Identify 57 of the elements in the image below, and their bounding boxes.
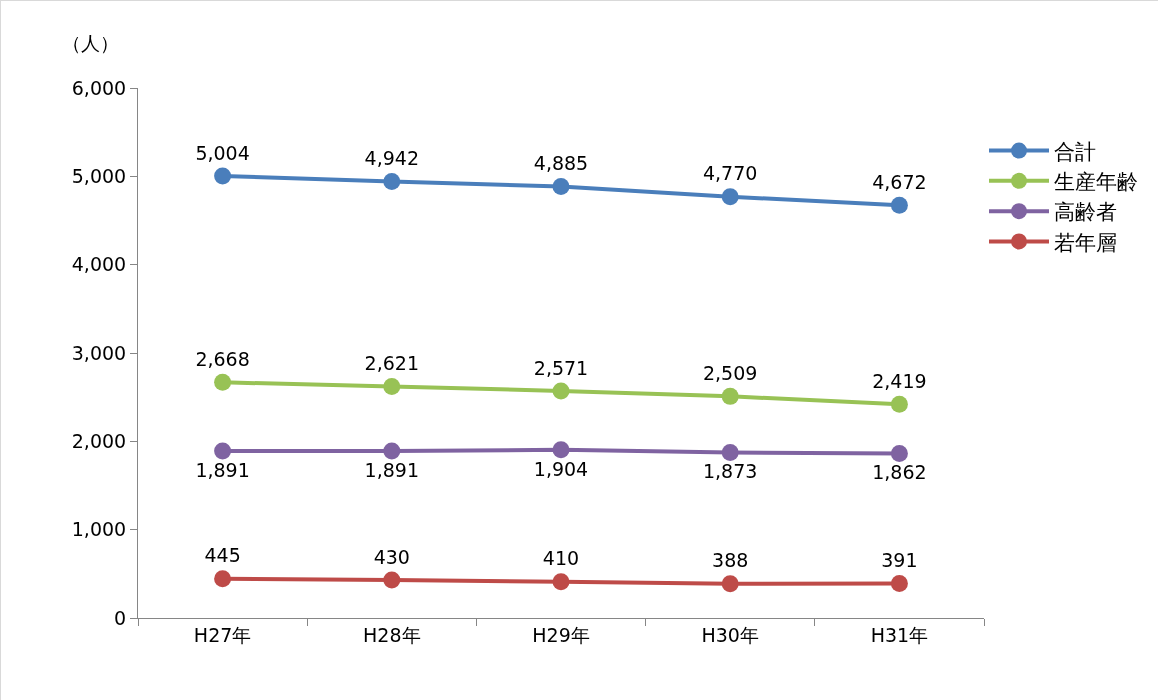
point [214,373,232,391]
y-tick-label: 4,000 [71,253,127,276]
data-label: 1,904 [533,457,589,480]
data-label: 5,004 [195,141,250,164]
data-label: 1,891 [364,458,419,481]
point [721,188,739,206]
point [383,442,401,460]
y-axis-title: （人） [62,32,119,54]
data-label: 4,942 [364,147,419,170]
data-label: 445 [204,544,241,567]
point [214,442,232,460]
point [721,387,739,405]
data-label: 4,770 [703,162,758,185]
y-tick-label: 2,000 [71,429,127,452]
point [214,167,232,185]
point [552,441,570,459]
point [721,444,739,462]
data-label: 2,419 [872,369,927,392]
x-tick-label: H28年 [363,623,421,646]
x-tick-label: H31年 [870,623,929,646]
point [890,196,908,214]
data-label: 4,885 [533,152,589,175]
data-label: 1,891 [195,458,250,481]
legend-label: 生産年齢 [1054,170,1138,195]
data-label: 391 [881,549,918,572]
data-label: 1,873 [703,460,758,483]
x-tick-label: H29年 [532,623,590,646]
data-label: 430 [373,545,410,568]
point [214,570,232,588]
data-label: 2,668 [195,347,250,370]
data-label: 1,862 [872,461,927,484]
point [552,177,570,195]
point [890,445,908,463]
data-label: 388 [712,549,749,572]
data-label: 410 [542,547,580,570]
y-tick-label: 1,000 [71,518,127,541]
y-tick-label: 5,000 [71,164,127,187]
y-tick-label: 6,000 [71,76,127,99]
point [890,395,908,413]
y-tick-label: 3,000 [71,341,127,364]
point [383,377,401,395]
y-tick-label: 0 [114,606,127,629]
x-tick-label: H27年 [193,623,252,646]
point [721,575,739,593]
legend-label: 合計 [1054,139,1096,164]
point [383,571,401,589]
point [890,574,908,592]
data-label: 2,571 [533,356,589,379]
legend-label: 高齢者 [1054,200,1117,225]
legend-label: 若年層 [1054,230,1117,255]
data-label: 2,509 [703,361,758,384]
point [552,573,570,591]
point [552,382,570,400]
data-label: 4,672 [872,170,927,193]
point [383,172,401,190]
x-tick-label: H30年 [701,623,759,646]
data-label: 2,621 [364,352,419,375]
